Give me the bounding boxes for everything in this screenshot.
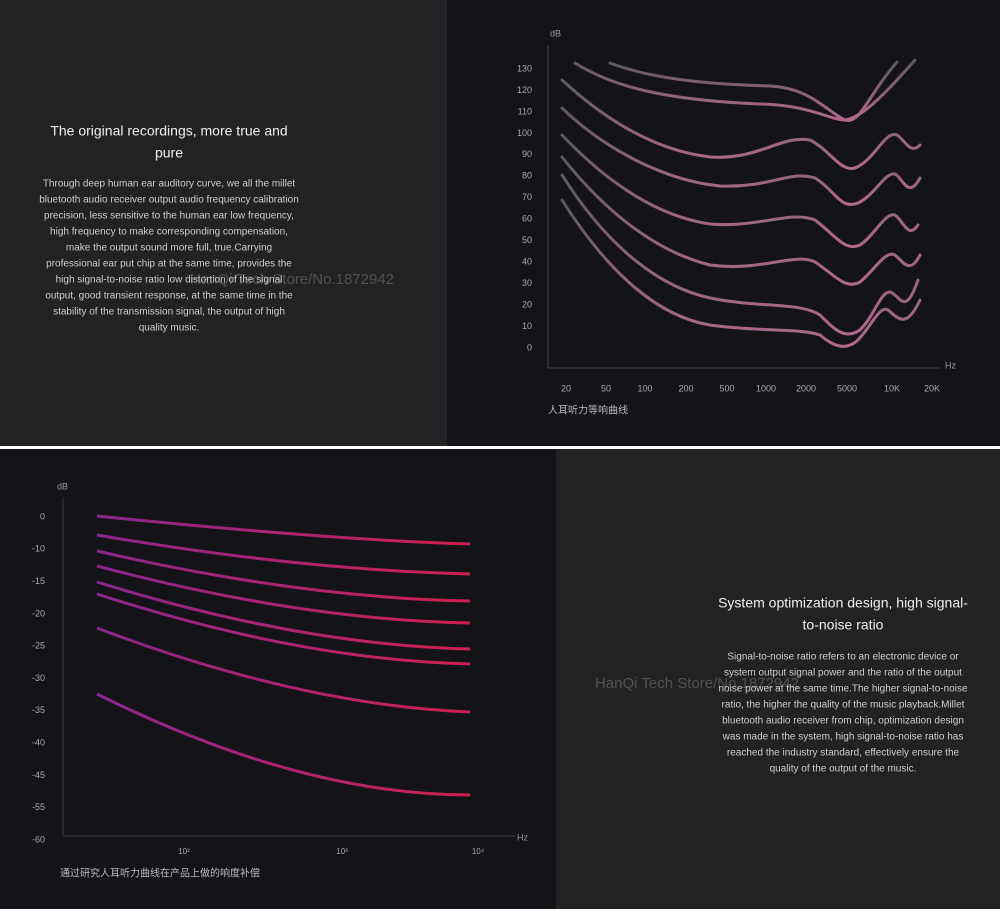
body-text: reached the industry standard, effective…: [727, 748, 960, 759]
panel: [556, 449, 1000, 909]
body-text: output, good transient response, at the …: [45, 291, 293, 302]
y-tick-label: -45: [32, 770, 45, 780]
y-tick-label: 90: [522, 149, 532, 159]
axis-unit: Hz: [945, 360, 956, 370]
axis-unit: Hz: [517, 832, 528, 842]
heading: System optimization design, high signal-: [718, 595, 968, 611]
y-tick-label: 20: [522, 299, 532, 309]
y-tick-label: -10: [32, 544, 45, 554]
y-tick-label: -25: [32, 641, 45, 651]
body-text: system output signal power and the ratio…: [724, 668, 962, 679]
caption: 人耳听力等响曲线: [548, 404, 628, 417]
y-tick-label: -40: [32, 737, 45, 747]
x-tick-label: 200: [678, 383, 693, 393]
y-tick-label: 10: [522, 321, 532, 331]
x-tick-label: 500: [719, 383, 734, 393]
watermark: HanQi Tech Store/No.1872942: [190, 271, 394, 288]
x-tick-label: 20: [561, 383, 571, 393]
x-tick-label: 20K: [924, 383, 940, 393]
x-tick-label: 10³: [336, 847, 348, 856]
y-tick-label: 130: [517, 63, 532, 73]
body-text: ratio, the higher the quality of the mus…: [722, 700, 965, 711]
body-text: make the output sound more full, true.Ca…: [66, 243, 272, 254]
y-tick-label: -15: [32, 576, 45, 586]
panel: [0, 0, 447, 446]
y-tick-label: -60: [32, 834, 45, 844]
panel: [0, 449, 556, 909]
body-text: bluetooth audio receiver output audio fr…: [39, 195, 299, 206]
x-tick-label: 1000: [756, 383, 776, 393]
y-tick-label: -55: [32, 802, 45, 812]
y-tick-label: 40: [522, 257, 532, 267]
axis-unit: dB: [57, 481, 68, 491]
x-tick-label: 100: [637, 383, 652, 393]
body-text: noise power at the same time.The higher …: [718, 684, 967, 695]
body-text: high frequency to make corresponding com…: [50, 227, 288, 238]
panel: [447, 0, 1000, 446]
y-tick-label: 50: [522, 235, 532, 245]
curves: [96, 514, 471, 797]
x-tick-label: 5000: [837, 383, 857, 393]
y-tick-label: 0: [40, 511, 45, 521]
y-tick-label: 110: [518, 106, 532, 116]
body-text: was made in the system, high signal-to-n…: [722, 732, 964, 743]
x-tick-label: 2000: [796, 383, 816, 393]
body-text: bluetooth audio receiver from chip, opti…: [722, 716, 964, 727]
y-tick-label: -35: [32, 705, 45, 715]
y-tick-label: 80: [522, 171, 532, 181]
body-text: high signal-to-noise ratio low distortio…: [56, 275, 283, 286]
body-text: Signal-to-noise ratio refers to an elect…: [727, 652, 959, 663]
body-text: quality of the output of the music.: [770, 764, 917, 775]
x-tick-label: 10K: [884, 383, 900, 393]
body-text: Through deep human ear auditory curve, w…: [43, 179, 296, 190]
x-tick-label: 10²: [178, 847, 190, 856]
y-tick-label: 0: [527, 342, 532, 352]
heading: to-noise ratio: [803, 617, 884, 633]
y-tick-label: -20: [32, 608, 45, 618]
caption: 通过研究人耳听力曲线在产品上做的响度补偿: [60, 867, 260, 880]
y-tick-label: 70: [522, 192, 532, 202]
x-tick-label: 10⁴: [472, 847, 485, 856]
body-text: professional ear put chip at the same ti…: [46, 259, 292, 270]
axis-unit: dB: [550, 28, 561, 38]
y-tick-label: 120: [517, 85, 532, 95]
y-tick-label: 30: [522, 278, 532, 288]
heading: The original recordings, more true and: [50, 123, 287, 139]
heading: pure: [155, 145, 183, 161]
y-tick-label: 60: [522, 214, 532, 224]
y-tick-label: -30: [32, 673, 45, 683]
curves: [560, 58, 922, 348]
watermark: HanQi Tech Store/No.1872942: [595, 675, 799, 692]
body-text: quality music.: [139, 323, 200, 334]
x-tick-label: 50: [601, 383, 611, 393]
y-tick-label: 100: [517, 128, 532, 138]
body-text: precision, less sensitive to the human e…: [44, 211, 294, 222]
body-text: stability of the transmission signal, th…: [53, 307, 285, 318]
